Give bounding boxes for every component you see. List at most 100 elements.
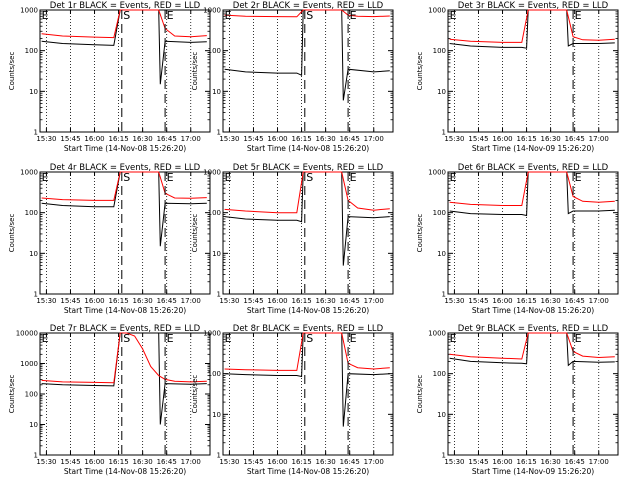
x-tick-label: 16:30 (541, 458, 561, 466)
x-axis-label: Start Time (14-Nov-08 15:26:20) (247, 467, 369, 476)
x-tick-label: 16:45 (340, 297, 360, 305)
y-tick-label: 1000 (203, 169, 221, 177)
y-tick-label: 10 (29, 88, 38, 96)
plot-frame (39, 171, 211, 295)
event-marker-label: E (42, 171, 49, 184)
x-tick-label: 16:15 (108, 135, 128, 143)
x-axis-label: Start Time (14-Nov-08 15:26:20) (64, 467, 186, 476)
series-line-lld (224, 171, 390, 214)
y-tick-label: 10 (437, 88, 446, 96)
chart-panel-7: Det 7r BLACK = Events, RED = LLD 15:30 15:… (8, 324, 211, 476)
series-line-lld (41, 9, 207, 39)
event-marker-label: S (123, 9, 130, 22)
series-line-events (41, 332, 207, 425)
event-marker-label: E (42, 332, 49, 345)
x-tick-label: 16:15 (291, 458, 311, 466)
x-tick-label: 17:00 (364, 297, 384, 305)
y-tick-label: 1 (34, 452, 38, 460)
chart-panel-4: Det 4r BLACK = Events, RED = LLD 15:30 15:… (8, 163, 211, 315)
series-line-lld (224, 332, 390, 371)
chart-panel-1: Det 1r BLACK = Events, RED = LLD 15:30 15:… (8, 1, 211, 153)
chart-title: Det 9r BLACK = Events, RED = LLD (458, 324, 609, 334)
x-tick-label: 16:00 (267, 297, 287, 305)
x-tick-label: 16:45 (157, 297, 177, 305)
x-tick-label: 16:00 (267, 135, 287, 143)
series-line-lld (41, 171, 207, 201)
x-axis-label: Start Time (14-Nov-08 15:26:20) (64, 144, 186, 153)
x-tick-label: 15:30 (219, 297, 239, 305)
x-tick-label: 16:00 (84, 135, 104, 143)
x-tick-label: 16:00 (492, 297, 512, 305)
event-marker-label: E (450, 332, 457, 345)
event-marker-label: E (350, 171, 357, 184)
y-axis-label: Counts/sec (191, 214, 199, 253)
event-marker-label: E (350, 9, 357, 22)
x-tick-label: 15:45 (243, 135, 263, 143)
plot-frame (447, 171, 619, 295)
y-tick-label: 1000 (20, 169, 38, 177)
event-marker-label: E (42, 9, 49, 22)
event-marker-label: S (123, 332, 130, 345)
x-tick-label: 17:00 (589, 297, 609, 305)
x-axis-label: Start Time (14-Nov-08 15:26:20) (472, 306, 594, 315)
chart-panel-6: Det 6r BLACK = Events, RED = LLD 15:30 15:… (416, 163, 619, 315)
event-marker-label: E (225, 9, 232, 22)
y-tick-label: 10 (437, 411, 446, 419)
series-line-events (449, 9, 615, 49)
event-marker-label: E (450, 9, 457, 22)
y-tick-label: 100 (208, 370, 221, 378)
x-tick-label: 15:45 (60, 458, 80, 466)
event-marker-label: E (167, 332, 174, 345)
series-line-events (224, 171, 390, 266)
x-tick-label: 15:45 (468, 297, 488, 305)
x-tick-label: 16:30 (541, 135, 561, 143)
chart-title: Det 2r BLACK = Events, RED = LLD (233, 1, 384, 11)
x-tick-label: 15:45 (468, 135, 488, 143)
y-tick-label: 1000 (428, 7, 446, 15)
event-marker-label: E (350, 332, 357, 345)
y-tick-label: 1 (217, 129, 221, 137)
chart-panel-5: Det 5r BLACK = Events, RED = LLD 15:30 15:… (191, 163, 394, 315)
plot-frame (447, 332, 619, 456)
y-tick-label: 10 (212, 88, 221, 96)
y-axis-label: Counts/sec (416, 375, 424, 414)
plot-frame (222, 332, 394, 456)
y-tick-label: 10 (212, 411, 221, 419)
y-tick-label: 1000 (203, 330, 221, 338)
event-marker-label: S (306, 332, 313, 345)
x-tick-label: 16:45 (565, 458, 585, 466)
y-tick-label: 10000 (16, 330, 38, 338)
y-tick-label: 1 (442, 291, 446, 299)
x-tick-label: 15:30 (36, 458, 56, 466)
x-axis-label: Start Time (14-Nov-08 15:26:20) (247, 144, 369, 153)
x-tick-label: 16:15 (108, 458, 128, 466)
chart-title: Det 5r BLACK = Events, RED = LLD (233, 163, 384, 173)
series-line-events (224, 9, 390, 101)
chart-panel-3: Det 3r BLACK = Events, RED = LLD 15:30 15:… (416, 1, 619, 153)
event-marker-label: E (575, 9, 582, 22)
x-tick-label: 17:00 (364, 458, 384, 466)
y-tick-label: 1 (217, 291, 221, 299)
x-tick-label: 16:30 (133, 458, 153, 466)
x-tick-label: 16:00 (84, 458, 104, 466)
y-axis-label: Counts/sec (416, 214, 424, 253)
series-line-lld (449, 332, 615, 360)
plot-frame (447, 9, 619, 133)
event-marker-label: S (123, 171, 130, 184)
x-tick-label: 15:45 (243, 297, 263, 305)
y-axis-label: Counts/sec (8, 214, 16, 253)
x-axis-label: Start Time (14-Nov-09 15:26:20) (472, 467, 594, 476)
x-tick-label: 15:30 (444, 297, 464, 305)
series-line-lld (449, 9, 615, 43)
x-tick-label: 16:15 (516, 297, 536, 305)
x-tick-label: 16:00 (84, 297, 104, 305)
event-marker-label: E (450, 171, 457, 184)
x-tick-label: 16:00 (492, 458, 512, 466)
chart-panel-9: Det 9r BLACK = Events, RED = LLD 15:30 15:… (416, 324, 619, 476)
chart-panel-2: Det 2r BLACK = Events, RED = LLD 15:30 15:… (191, 1, 394, 153)
y-axis-label: Counts/sec (8, 375, 16, 414)
y-axis-label: Counts/sec (191, 375, 199, 414)
y-tick-label: 1000 (20, 7, 38, 15)
x-tick-label: 15:45 (243, 458, 263, 466)
